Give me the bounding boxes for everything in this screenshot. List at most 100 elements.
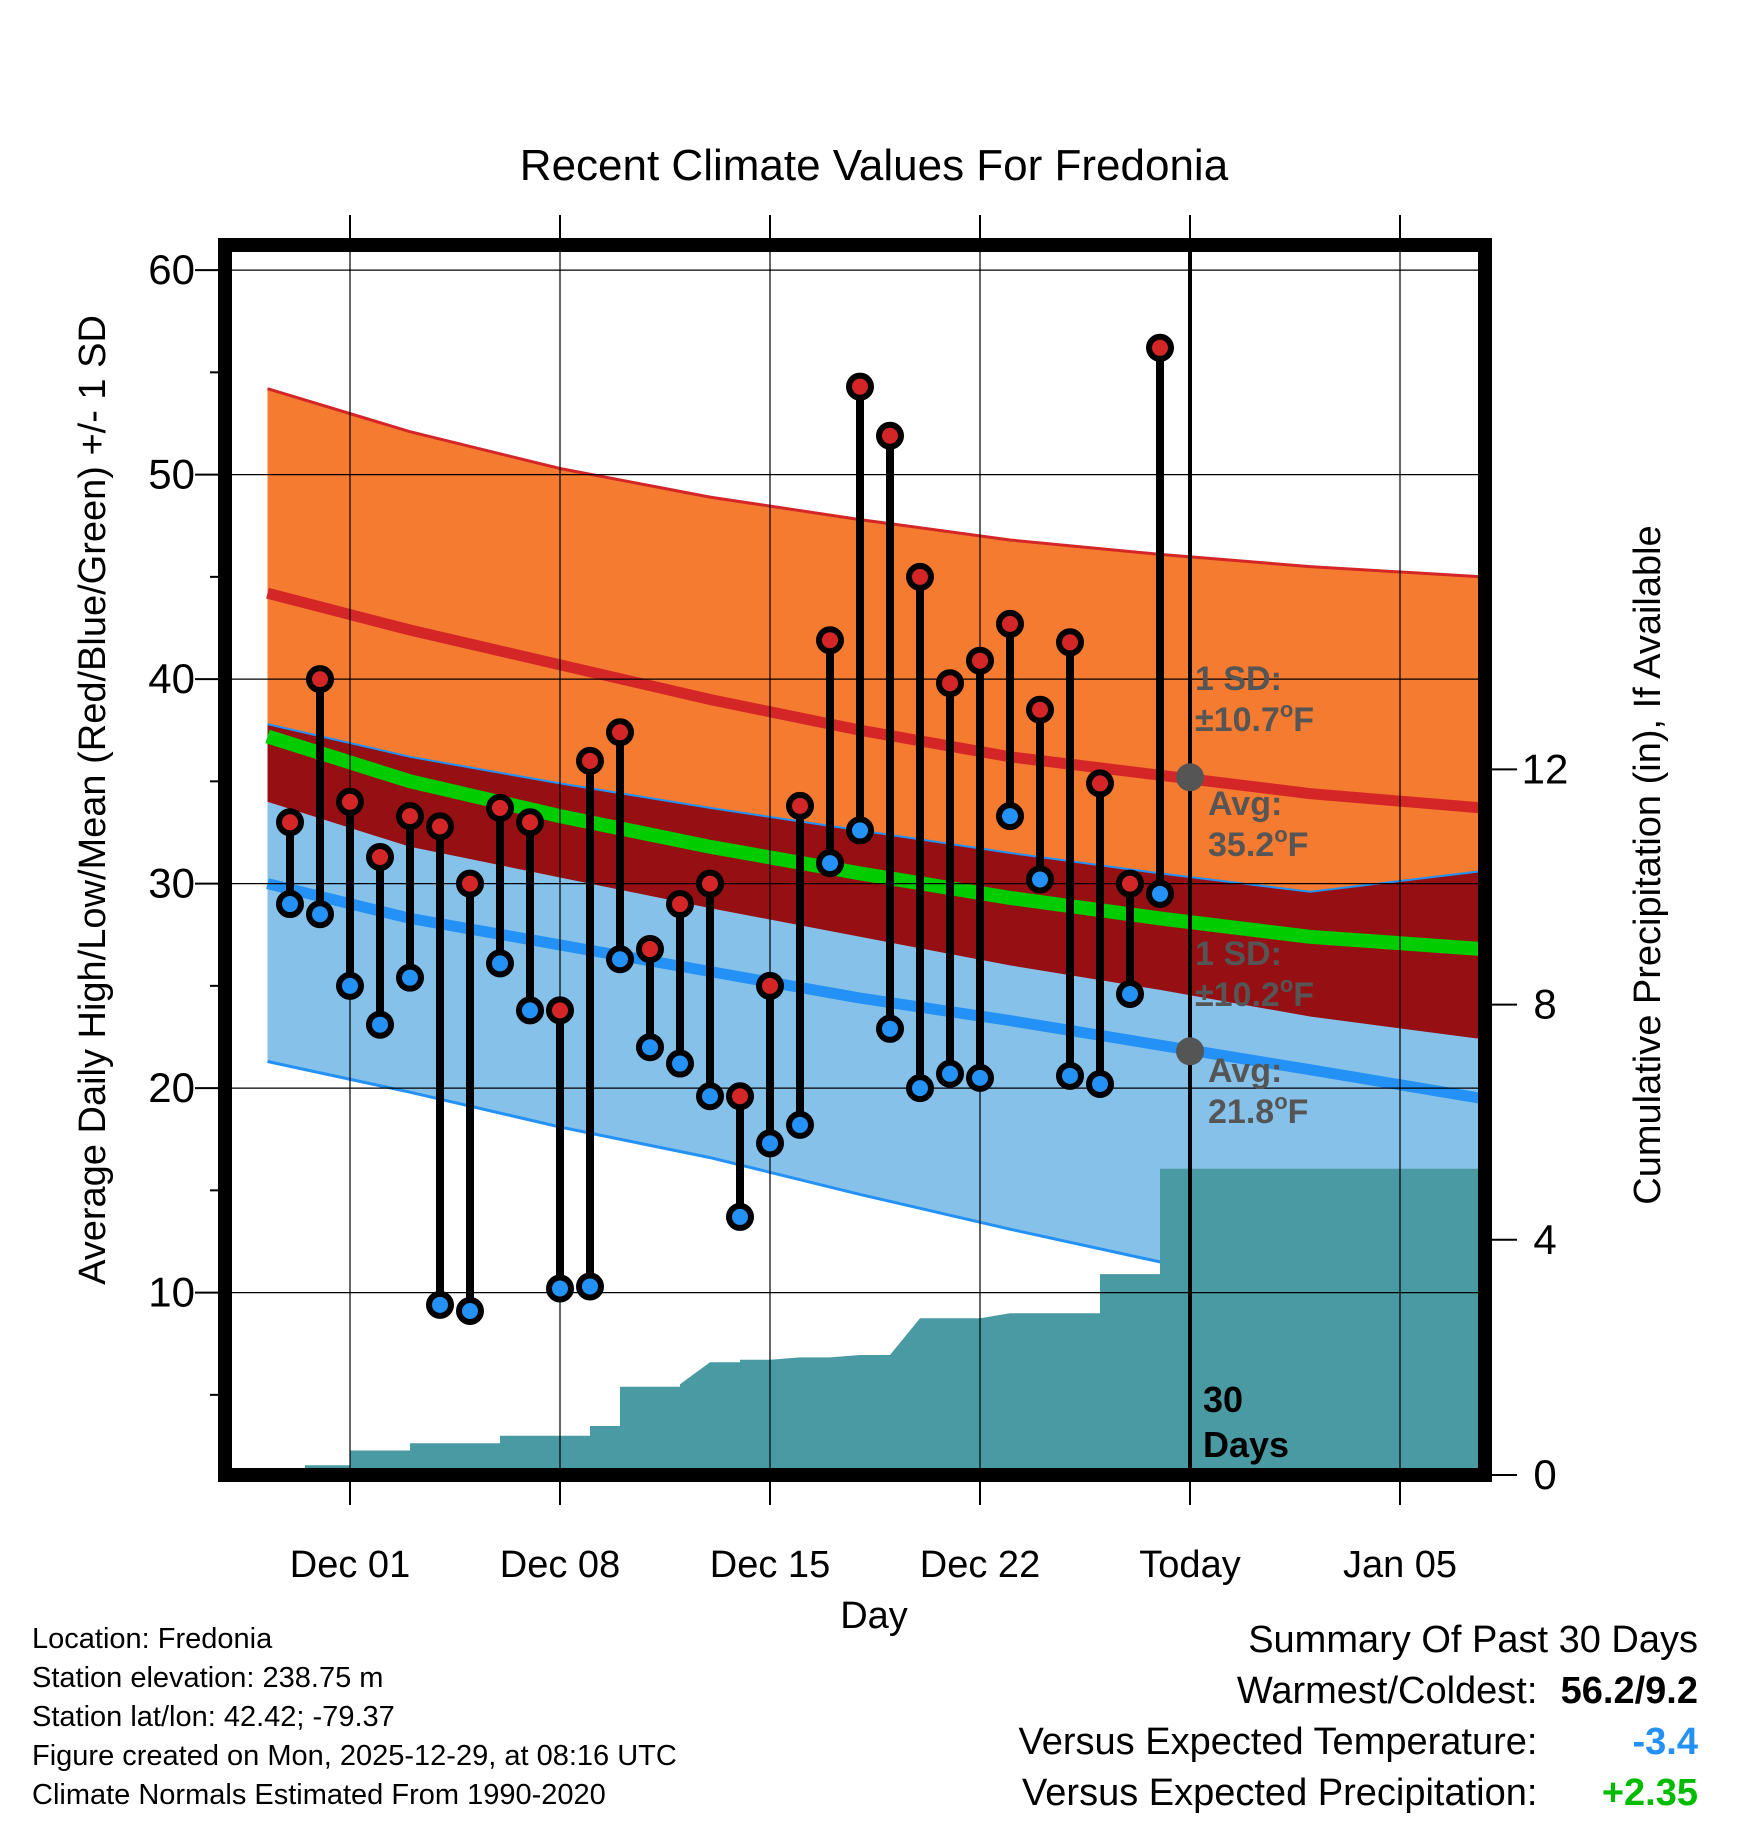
y-tick-label: 10: [148, 1269, 195, 1316]
observed-high-dot: [906, 562, 934, 591]
observed-low-dot: [876, 1014, 904, 1043]
x-tick-label: Jan 05: [1343, 1544, 1457, 1586]
y2-tick-label: 8: [1533, 981, 1556, 1028]
observed-low-dot: [786, 1110, 814, 1139]
observed-low-dot: [1056, 1061, 1084, 1090]
observed-low-dot: [696, 1082, 724, 1111]
y-axis-label: Average Daily High/Low/Mean (Red/Blue/Gr…: [72, 315, 114, 1285]
observed-high-dot: [516, 808, 544, 837]
high-avg-annotation-unit: F: [1288, 826, 1309, 864]
days-label-word: Days: [1203, 1424, 1289, 1465]
y2-tick-label: 12: [1522, 745, 1569, 792]
high-avg-annotation-value: 35.2: [1208, 826, 1274, 864]
station-info: Location: Fredonia Station elevation: 23…: [32, 1620, 677, 1815]
low-avg-annotation-unit: F: [1288, 1093, 1309, 1131]
y-tick-label: 60: [148, 246, 195, 293]
observed-high-dot: [1026, 695, 1054, 724]
observed-low-dot: [426, 1290, 454, 1319]
summary-temp-row: Versus Expected Temperature: -3.4: [1019, 1717, 1698, 1768]
observed-high-dot: [606, 718, 634, 747]
observed-low-dot: [816, 849, 844, 878]
mean-normal-line: [265, 729, 1482, 956]
info-location: Location: Fredonia: [32, 1623, 273, 1655]
observed-low-dot: [1086, 1070, 1114, 1099]
high-avg-annotation-line1: Avg:: [1208, 785, 1282, 823]
info-created: Figure created on Mon, 2025-12-29, at 08…: [32, 1740, 677, 1772]
observed-high-dot: [366, 843, 394, 872]
low-avg-annotation: Avg: 21.8oF: [1208, 1052, 1308, 1131]
y2-axis-label: Cumulative Precipitation (in), If Availa…: [1627, 525, 1669, 1204]
observed-high-dot: [636, 935, 664, 964]
observed-high-dot: [846, 372, 874, 401]
temp-label: Versus Expected Temperature:: [1018, 1721, 1538, 1763]
observed-high-dot: [396, 802, 424, 831]
observed-low-dot: [666, 1049, 694, 1078]
summary-panel: Summary Of Past 30 Days Warmest/Coldest:…: [1019, 1615, 1698, 1819]
precip-value: +2.35: [1601, 1772, 1698, 1814]
observed-low-dot: [906, 1074, 934, 1103]
observed-low-dot: [1116, 980, 1144, 1009]
observed-high-dot: [1146, 333, 1174, 362]
observed-low-dot: [756, 1129, 784, 1158]
low-sd-annotation-degree: o: [1280, 972, 1293, 997]
observed-low-dot: [276, 890, 304, 919]
low-avg-annotation-degree: o: [1274, 1089, 1287, 1114]
observed-high-dot: [816, 626, 844, 655]
plot-frame: [218, 238, 1492, 1482]
info-latlon: Station lat/lon: 42.42; -79.37: [32, 1701, 395, 1733]
y2-tick-label: 4: [1533, 1216, 1556, 1263]
observed-high-dot: [276, 808, 304, 837]
observed-high-dot: [666, 890, 694, 919]
x-tick-label: Dec 22: [920, 1544, 1040, 1586]
high-sd-annotation-value: ±10.7: [1195, 701, 1280, 739]
observed-high-dot: [756, 971, 784, 1000]
observed-low-dot: [486, 949, 514, 978]
x-axis-label: Day: [840, 1595, 908, 1637]
y-tick-label: 50: [148, 451, 195, 498]
observed-high-dot: [1086, 769, 1114, 798]
observed-low-dot: [456, 1297, 484, 1326]
x-tick-label: Today: [1139, 1544, 1240, 1586]
info-normals: Climate Normals Estimated From 1990-2020: [32, 1779, 606, 1811]
observed-high-dot: [546, 996, 574, 1025]
precip-area: [267, 1168, 1481, 1475]
low-sd-annotation-unit: F: [1293, 976, 1314, 1014]
observed-high-dot: [1056, 628, 1084, 657]
observed-low-dot: [996, 802, 1024, 831]
observed-high-dot: [306, 665, 334, 694]
high-normal-marker: [1176, 763, 1204, 792]
high-sd-band: [267, 388, 1481, 892]
y-tick-label: 40: [148, 655, 195, 702]
high-sd-annotation-line1: 1 SD:: [1195, 660, 1282, 698]
high-avg-annotation: Avg: 35.2oF: [1208, 785, 1308, 864]
low-sd-annotation: 1 SD: ±10.2oF: [1195, 935, 1314, 1014]
observed-high-dot: [696, 869, 724, 898]
observed-low-dot: [636, 1033, 664, 1062]
days-label-number: 30: [1203, 1379, 1243, 1420]
observed-low-dot: [726, 1202, 754, 1231]
low-normal-marker: [1176, 1037, 1204, 1066]
observed-low-dot: [306, 900, 334, 929]
warmest-label: Warmest/Coldest:: [1236, 1670, 1538, 1712]
low-sd-annotation-line1: 1 SD:: [1195, 935, 1282, 973]
summary-warmest-row: Warmest/Coldest: 56.2/9.2: [1019, 1666, 1698, 1717]
low-sd-annotation-value: ±10.2: [1195, 976, 1280, 1014]
observed-high-dot: [486, 793, 514, 822]
observed-low-dot: [396, 963, 424, 992]
observed-high-dot: [876, 421, 904, 450]
y-tick-label: 20: [148, 1064, 195, 1111]
observed-high-dot: [936, 669, 964, 698]
high-sd-annotation-unit: F: [1293, 701, 1314, 739]
y-tick-label: 30: [148, 860, 195, 907]
observed-high-dot: [966, 646, 994, 675]
observed-low-dot: [1026, 865, 1054, 894]
summary-precip-row: Versus Expected Precipitation: +2.35: [1019, 1768, 1698, 1819]
observed-high-dot: [426, 812, 454, 841]
observed-high-dot: [456, 869, 484, 898]
observed-low-dot: [1146, 879, 1174, 908]
observed-high-dot: [996, 609, 1024, 638]
observed-low-dot: [936, 1059, 964, 1088]
